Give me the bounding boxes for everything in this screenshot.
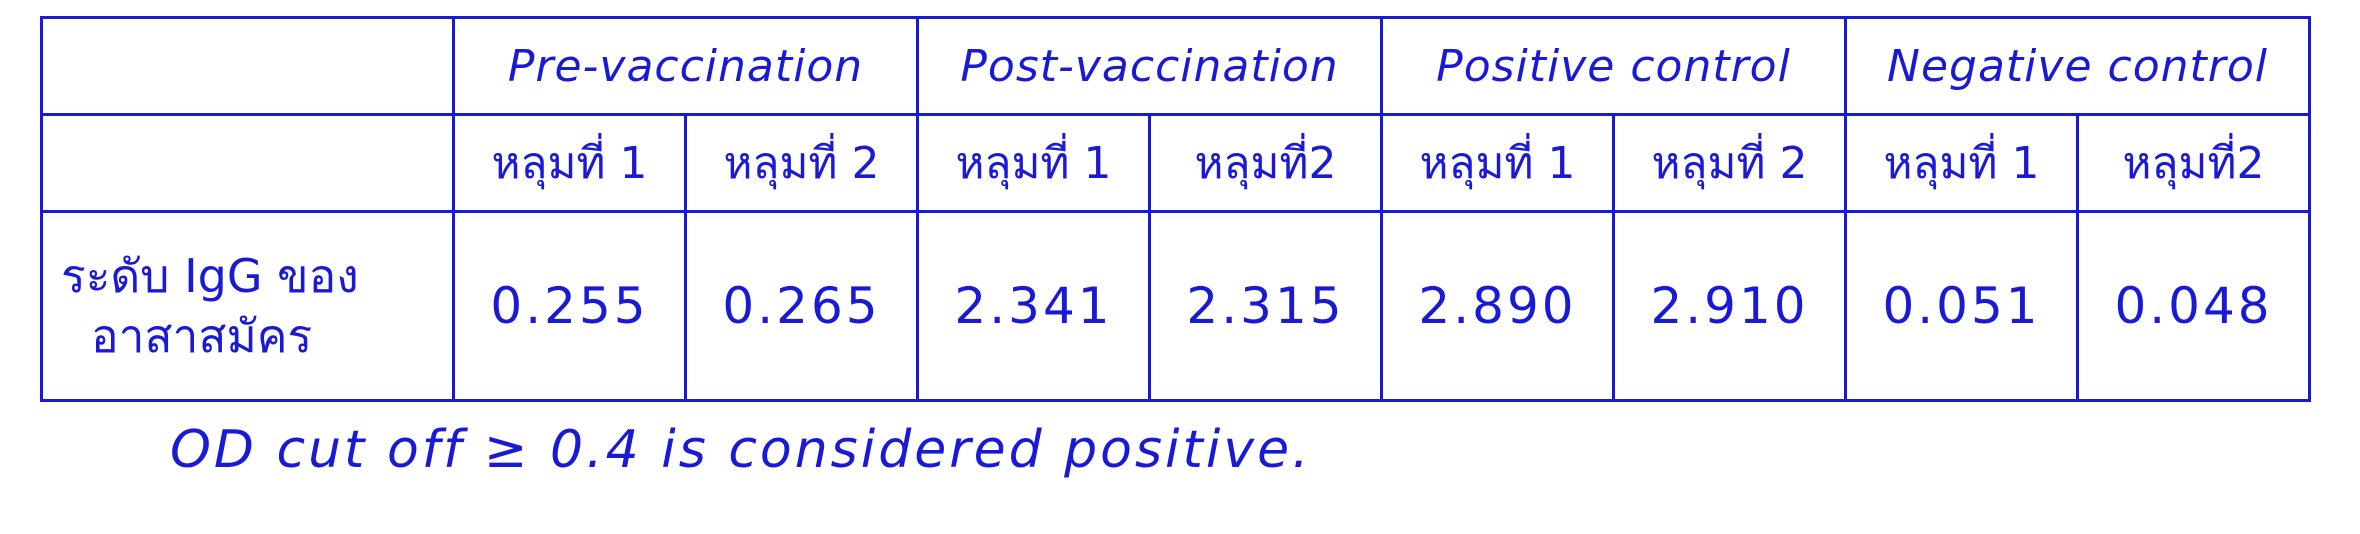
od-value-cell: 2.315 [1148,210,1383,402]
well-header-cell: หลุมที่ 2 [684,113,919,213]
group-header-negative-control: Negative control [1844,16,2312,116]
empty-label-cell [40,113,455,213]
cutoff-footnote: OD cut off ≥ 0.4 is considered positive. [170,420,1312,480]
well-header-cell: หลุมที่2 [1148,113,1383,213]
group-header-post-vaccination: Post-vaccination [916,16,1383,116]
igg-values-row: ระดับ IgG ของ อาสาสมัคร 0.255 0.265 2.34… [40,210,2312,402]
well-header-cell: หลุมที่2 [2076,113,2312,213]
well-header-cell: หลุมที่ 2 [1611,113,1848,213]
group-header-row: Pre-vaccination Post-vaccination Positiv… [40,16,2312,116]
well-header-cell: หลุมที่ 1 [1844,113,2080,213]
well-header-row: หลุมที่ 1 หลุมที่ 2 หลุมที่ 1 หลุมที่2 ห… [40,113,2312,213]
group-header-positive-control: Positive control [1379,16,1848,116]
row-label-line2: อาสาสมัคร [91,309,313,363]
od-value-cell: 2.341 [916,210,1151,402]
row-label-cell: ระดับ IgG ของ อาสาสมัคร [40,210,455,402]
od-value-cell: 2.910 [1611,210,1848,402]
od-results-table: Pre-vaccination Post-vaccination Positiv… [40,16,2312,402]
od-value-cell: 0.048 [2076,210,2312,402]
od-value-cell: 0.051 [1844,210,2080,402]
well-header-cell: หลุมที่ 1 [916,113,1151,213]
well-header-cell: หลุมที่ 1 [1380,113,1615,213]
group-header-pre-vaccination: Pre-vaccination [452,16,919,116]
od-value-cell: 2.890 [1380,210,1615,402]
od-value-cell: 0.265 [684,210,919,402]
well-header-cell: หลุมที่ 1 [452,113,687,213]
empty-corner-cell [40,16,455,116]
od-value-cell: 0.255 [452,210,687,402]
row-label-line1: ระดับ IgG ของ [61,249,359,303]
